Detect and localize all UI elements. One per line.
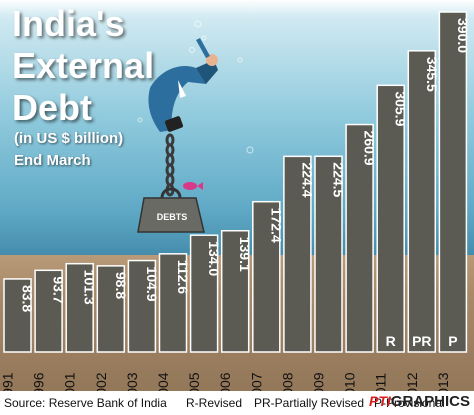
bar-2008 <box>283 155 312 353</box>
bar-2012 <box>407 50 437 353</box>
debt-weight-icon: DEBTS <box>137 187 205 233</box>
subtitle: (in US $ billion) <box>14 130 124 147</box>
bar-2005 <box>189 234 219 353</box>
bar-2001 <box>65 262 94 353</box>
weight-label: DEBTS <box>157 212 188 222</box>
bar-2007 <box>252 200 281 353</box>
value-label-2009: 224.5 <box>331 162 347 197</box>
chain-icon <box>165 133 175 197</box>
value-label-2005: 134.0 <box>206 241 222 276</box>
value-label-1991: 83.8 <box>20 285 36 312</box>
bar-2006 <box>220 229 250 353</box>
bar-2009 <box>314 155 343 353</box>
credit: PTIGRAPHICS <box>369 393 470 410</box>
bar-2002 <box>96 265 126 353</box>
value-label-2001: 101.3 <box>82 270 98 305</box>
title-line-1: India's <box>12 3 125 44</box>
credit-suffix: GRAPHICS <box>390 393 470 410</box>
value-label-2007: 172.4 <box>268 208 284 243</box>
value-label-2013: 390.0 <box>455 18 471 53</box>
bar-2011 <box>376 84 405 353</box>
credit-prefix: PTI <box>369 393 391 409</box>
value-label-2003: 104.9 <box>144 267 160 302</box>
title-line-2: External <box>12 45 155 86</box>
note-revised: R-Revised <box>186 396 243 410</box>
businessman-icon <box>148 38 218 132</box>
value-label-2002: 98.8 <box>113 272 129 299</box>
bubbles-icon <box>137 20 254 154</box>
flag-label-2013: P <box>448 333 457 349</box>
value-label-2004: 112.6 <box>175 260 191 294</box>
fish-icon <box>183 182 203 190</box>
flag-label-2012: PR <box>412 333 431 349</box>
value-label-2011: 305.9 <box>393 91 409 126</box>
water-surface <box>0 0 474 14</box>
flag-label-2011: R <box>386 333 396 349</box>
source-note: Source: Reserve Bank of India <box>4 396 167 410</box>
bar-2010 <box>345 123 374 353</box>
bar-1996 <box>34 269 63 353</box>
period-label: End March <box>14 152 91 169</box>
title-line-3: Debt <box>12 87 92 128</box>
value-label-1996: 93.7 <box>51 276 67 303</box>
bar-2013 <box>438 11 468 353</box>
note-partially-revised: PR-Partially Revised <box>254 396 365 410</box>
value-label-2008: 224.4 <box>299 162 315 197</box>
footer: Source: Reserve Bank of India R-Revised … <box>0 391 474 415</box>
bar-2003 <box>127 259 157 353</box>
value-label-2012: 345.5 <box>424 57 440 92</box>
note-provisional: P-Provisional <box>374 396 445 410</box>
value-label-2006: 139.1 <box>237 237 253 272</box>
value-label-2010: 260.9 <box>362 131 378 166</box>
bar-2004 <box>158 253 188 353</box>
bar-1991 <box>3 278 32 353</box>
